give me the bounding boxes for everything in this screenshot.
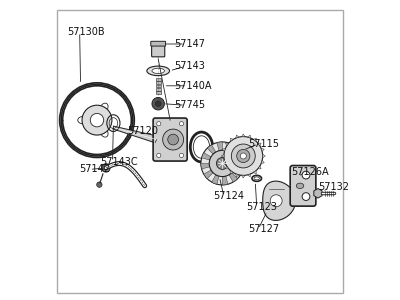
Bar bbox=[156, 85, 161, 87]
Circle shape bbox=[216, 158, 228, 169]
Ellipse shape bbox=[152, 68, 164, 74]
Wedge shape bbox=[217, 142, 222, 151]
Text: 57147: 57147 bbox=[175, 39, 206, 49]
Text: 57120: 57120 bbox=[127, 126, 158, 136]
Polygon shape bbox=[248, 135, 251, 138]
FancyBboxPatch shape bbox=[153, 118, 187, 161]
Polygon shape bbox=[263, 154, 265, 158]
Circle shape bbox=[209, 150, 236, 177]
Polygon shape bbox=[242, 134, 245, 136]
Circle shape bbox=[168, 134, 178, 145]
Circle shape bbox=[240, 153, 246, 159]
Polygon shape bbox=[222, 148, 226, 152]
Circle shape bbox=[157, 122, 161, 126]
Wedge shape bbox=[204, 170, 213, 178]
FancyBboxPatch shape bbox=[290, 166, 316, 206]
Polygon shape bbox=[236, 174, 239, 177]
Ellipse shape bbox=[296, 183, 304, 188]
Circle shape bbox=[201, 142, 244, 185]
Circle shape bbox=[231, 144, 255, 168]
Text: 57143C: 57143C bbox=[100, 157, 138, 167]
Text: 57142: 57142 bbox=[79, 164, 110, 174]
Circle shape bbox=[157, 153, 161, 158]
Text: 57140A: 57140A bbox=[175, 81, 212, 91]
Text: 57115: 57115 bbox=[248, 139, 279, 149]
Text: 57127: 57127 bbox=[248, 224, 279, 234]
Polygon shape bbox=[253, 138, 256, 141]
FancyBboxPatch shape bbox=[152, 43, 165, 57]
Polygon shape bbox=[261, 148, 264, 152]
Circle shape bbox=[90, 113, 104, 127]
Circle shape bbox=[179, 122, 184, 126]
Bar bbox=[156, 81, 161, 84]
Text: 57143: 57143 bbox=[175, 61, 206, 71]
Wedge shape bbox=[229, 173, 238, 182]
Polygon shape bbox=[248, 174, 251, 177]
Circle shape bbox=[102, 166, 106, 170]
Circle shape bbox=[97, 182, 102, 187]
Polygon shape bbox=[253, 171, 256, 174]
Wedge shape bbox=[235, 158, 244, 164]
Polygon shape bbox=[263, 181, 296, 220]
Polygon shape bbox=[258, 143, 261, 146]
Wedge shape bbox=[202, 153, 211, 160]
Text: 57123: 57123 bbox=[246, 202, 277, 212]
Wedge shape bbox=[212, 175, 219, 184]
Polygon shape bbox=[230, 171, 233, 174]
FancyBboxPatch shape bbox=[151, 41, 166, 46]
Polygon shape bbox=[113, 126, 158, 143]
Polygon shape bbox=[242, 175, 245, 178]
Circle shape bbox=[82, 105, 112, 135]
Ellipse shape bbox=[100, 103, 108, 114]
Circle shape bbox=[302, 171, 310, 179]
Polygon shape bbox=[258, 166, 261, 169]
Bar bbox=[156, 91, 161, 94]
Text: 57126A: 57126A bbox=[291, 167, 329, 177]
Circle shape bbox=[302, 193, 310, 200]
Polygon shape bbox=[230, 138, 233, 141]
Polygon shape bbox=[226, 166, 229, 169]
Polygon shape bbox=[221, 154, 224, 158]
Bar bbox=[156, 78, 161, 81]
Bar bbox=[156, 88, 161, 91]
Circle shape bbox=[237, 149, 250, 163]
Circle shape bbox=[102, 164, 110, 172]
Text: 57132: 57132 bbox=[318, 182, 349, 192]
Circle shape bbox=[163, 129, 184, 150]
Text: 57130B: 57130B bbox=[67, 27, 105, 37]
Ellipse shape bbox=[78, 116, 89, 124]
Polygon shape bbox=[222, 160, 226, 164]
Ellipse shape bbox=[147, 66, 170, 76]
Circle shape bbox=[224, 136, 263, 176]
Circle shape bbox=[179, 153, 184, 158]
Ellipse shape bbox=[100, 127, 108, 137]
Wedge shape bbox=[234, 167, 243, 174]
Wedge shape bbox=[222, 176, 228, 185]
Wedge shape bbox=[201, 164, 210, 169]
Polygon shape bbox=[236, 135, 239, 138]
Polygon shape bbox=[226, 143, 229, 146]
Circle shape bbox=[152, 98, 164, 110]
Wedge shape bbox=[232, 148, 241, 157]
Polygon shape bbox=[261, 160, 264, 164]
Text: 57124: 57124 bbox=[214, 191, 244, 201]
Text: 57745: 57745 bbox=[175, 100, 206, 110]
Wedge shape bbox=[226, 143, 233, 152]
Circle shape bbox=[270, 195, 282, 207]
Wedge shape bbox=[207, 145, 216, 154]
Circle shape bbox=[155, 101, 161, 106]
Polygon shape bbox=[314, 188, 322, 198]
